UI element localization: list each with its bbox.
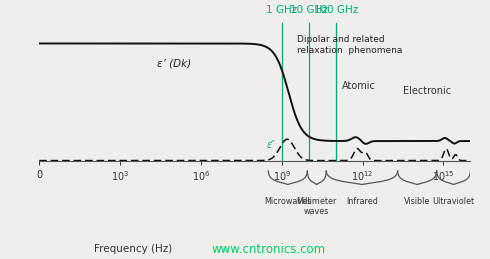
Text: Dipolar and related
relaxation  phenomena: Dipolar and related relaxation phenomena bbox=[296, 35, 402, 55]
Text: 10 GHz: 10 GHz bbox=[290, 5, 328, 15]
Text: Electronic: Electronic bbox=[403, 86, 451, 96]
Text: www.cntronics.com: www.cntronics.com bbox=[211, 243, 325, 256]
Text: ε’ (Dk): ε’ (Dk) bbox=[157, 59, 191, 69]
Text: Atomic: Atomic bbox=[342, 81, 375, 91]
Text: Millimeter
waves: Millimeter waves bbox=[296, 197, 337, 217]
Text: Ultraviolet: Ultraviolet bbox=[433, 197, 475, 206]
Text: Infrared: Infrared bbox=[346, 197, 378, 206]
Text: ε″: ε″ bbox=[267, 140, 275, 150]
Text: Microwaves: Microwaves bbox=[264, 197, 312, 206]
Text: Frequency (Hz): Frequency (Hz) bbox=[95, 244, 172, 254]
Text: 1 GHz: 1 GHz bbox=[266, 5, 297, 15]
Text: Visible: Visible bbox=[404, 197, 430, 206]
Text: 100 GHz: 100 GHz bbox=[314, 5, 358, 15]
